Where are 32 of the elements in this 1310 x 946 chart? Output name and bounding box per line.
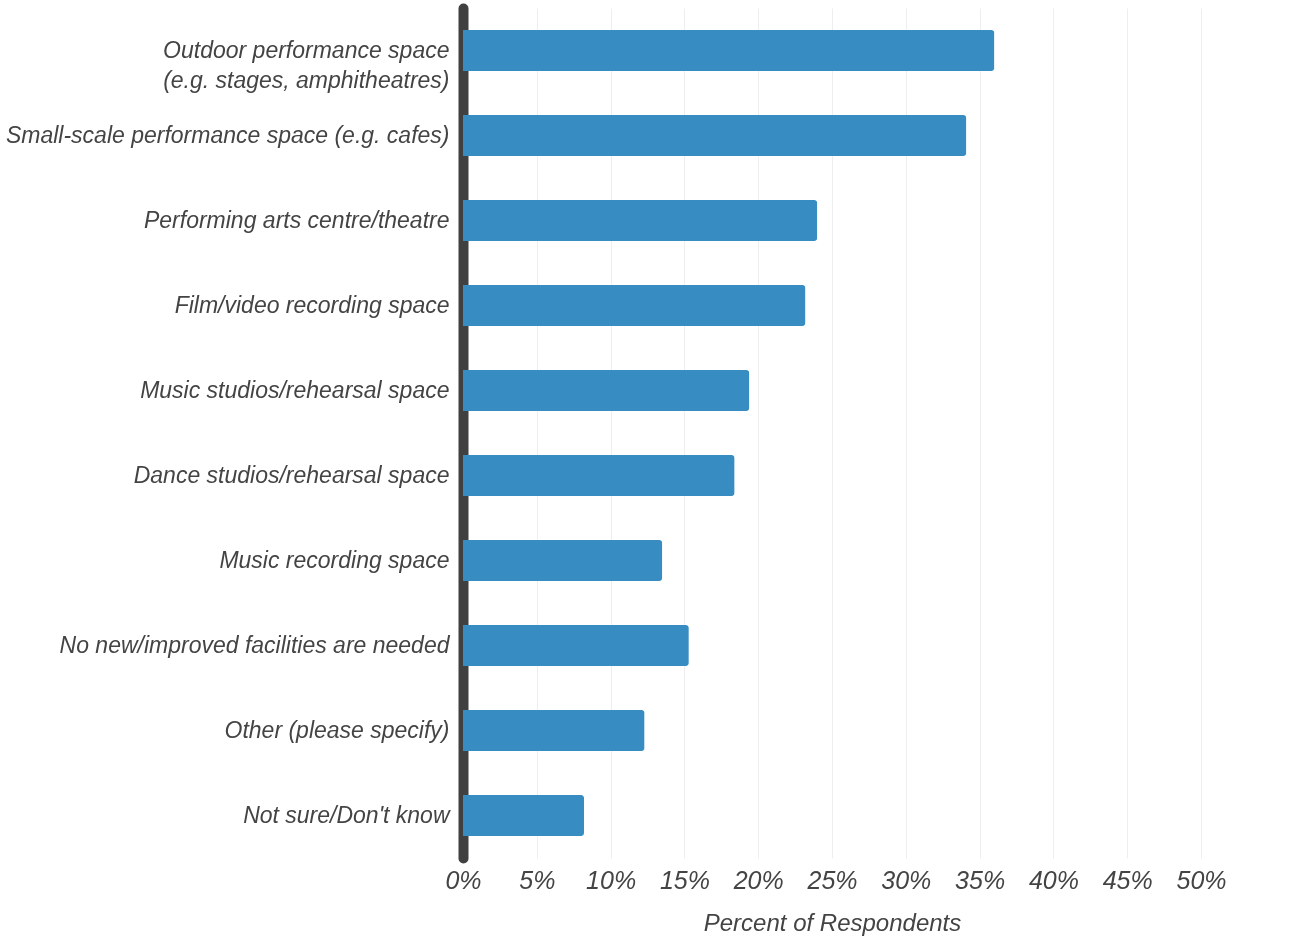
x-tick-label: 30% [881, 865, 932, 894]
y-tick-label: No new/improved facilities are needed [59, 631, 451, 658]
y-tick-label: Film/video recording space [174, 291, 450, 318]
bar [463, 625, 689, 666]
x-axis-title: Percent of Respondents [703, 908, 962, 936]
x-tick-label: 25% [806, 865, 858, 894]
bar [463, 710, 645, 751]
x-tick-label: 40% [1028, 865, 1079, 894]
bar [463, 30, 995, 71]
bar [463, 200, 818, 241]
x-tick-label: 35% [955, 865, 1006, 894]
bar [463, 115, 967, 156]
x-tick-label: 50% [1176, 865, 1227, 894]
bar [463, 285, 806, 326]
x-tick-label: 20% [732, 865, 784, 894]
x-tick-label: 15% [659, 865, 710, 894]
y-tick-label: Music recording space [219, 546, 450, 573]
x-tick-label: 0% [445, 865, 482, 894]
y-tick-label: Outdoor performance space (e.g. stages, amphitheatres) [163, 36, 450, 93]
y-tick-label: Not sure/Don't know [243, 801, 451, 828]
x-tick-label: 10% [586, 865, 637, 894]
y-tick-label: Other (please specify) [224, 716, 450, 743]
bar [463, 795, 585, 836]
y-tick-label: Small-scale performance space (e.g. cafes) [5, 121, 450, 148]
bar [463, 540, 663, 581]
y-tick-label: Performing arts centre/theatre [143, 206, 450, 233]
x-tick-label: 5% [519, 865, 556, 894]
x-tick-label: 45% [1102, 865, 1153, 894]
bar [463, 455, 735, 496]
bar [463, 370, 750, 411]
y-tick-label: Music studios/rehearsal space [140, 376, 450, 403]
y-tick-label: Dance studios/rehearsal space [133, 461, 450, 488]
